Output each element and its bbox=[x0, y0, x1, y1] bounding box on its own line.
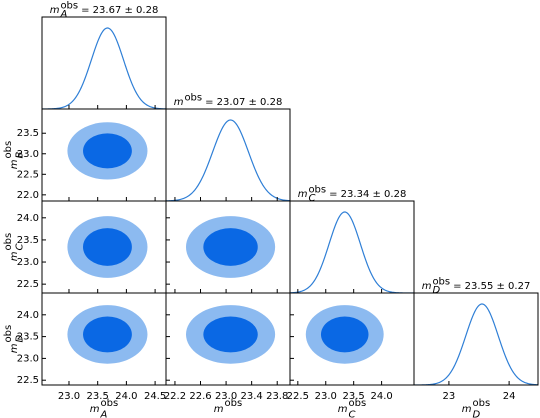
label-sub: D bbox=[473, 409, 481, 418]
y-tick-label: 24.0 bbox=[17, 310, 39, 321]
label-sub: A bbox=[100, 409, 108, 418]
contour-68 bbox=[203, 228, 258, 266]
label-sup: obs bbox=[3, 325, 14, 343]
label-sup: obs bbox=[349, 398, 367, 409]
panel bbox=[166, 119, 290, 201]
marginal-curve bbox=[290, 211, 414, 293]
y-tick-label: 23.0 bbox=[17, 149, 39, 160]
label-sub: D bbox=[14, 334, 25, 342]
stat-label: = 23.34 ± 0.28 bbox=[329, 189, 406, 200]
y-tick-label: 23.5 bbox=[17, 128, 39, 139]
label-base: m bbox=[338, 404, 348, 415]
marginal-curve bbox=[42, 27, 166, 109]
contour-68 bbox=[203, 316, 258, 353]
x-tick-label: 23.0 bbox=[315, 391, 337, 402]
panel-frame bbox=[41, 16, 167, 110]
x-tick-label: 23.4 bbox=[241, 391, 263, 402]
y-tick-label: 22.0 bbox=[17, 190, 39, 201]
x-tick-label: 24 bbox=[503, 391, 516, 402]
label-sup: obs bbox=[225, 398, 243, 409]
x-tick-label: 24.0 bbox=[115, 391, 137, 402]
panel bbox=[67, 305, 148, 364]
panel-frame bbox=[289, 200, 415, 294]
panel bbox=[290, 211, 414, 293]
marginal-curve bbox=[414, 303, 538, 385]
x-tick-label: 22.5 bbox=[287, 391, 309, 402]
contour-68 bbox=[320, 316, 369, 353]
label-sup: obs bbox=[184, 92, 202, 103]
panel bbox=[305, 305, 384, 364]
contour-68 bbox=[83, 316, 132, 353]
panel bbox=[67, 216, 148, 278]
stat-label: = 23.55 ± 0.27 bbox=[453, 281, 530, 292]
y-tick-label: 24.0 bbox=[17, 213, 39, 224]
label-sub: D bbox=[432, 285, 440, 296]
label-sup: obs bbox=[473, 398, 491, 409]
label-base: m bbox=[422, 281, 432, 292]
label-base: m bbox=[298, 189, 308, 200]
marginal-curve bbox=[166, 119, 290, 201]
label-base: m bbox=[462, 404, 472, 415]
label-base: m bbox=[50, 5, 60, 16]
label-base: m bbox=[174, 97, 184, 108]
stat-label: = 23.67 ± 0.28 bbox=[81, 5, 158, 16]
panel bbox=[67, 122, 148, 180]
label-sub: B bbox=[14, 151, 25, 158]
label-sup: obs bbox=[3, 141, 14, 159]
x-tick-label: 23.8 bbox=[266, 391, 288, 402]
x-tick-label: 24.5 bbox=[144, 391, 166, 402]
x-tick-label: 23.5 bbox=[343, 391, 365, 402]
label-base: m bbox=[214, 404, 224, 415]
y-tick-label: 22.5 bbox=[17, 169, 39, 180]
label-sup: obs bbox=[432, 276, 450, 287]
math-label: m obs = 23.07 ± 0.28 bbox=[174, 92, 283, 108]
panel-frame bbox=[413, 292, 539, 386]
label-sup: obs bbox=[3, 233, 14, 251]
y-tick-label: 22.5 bbox=[17, 279, 39, 290]
label-base: m bbox=[9, 159, 20, 169]
panel bbox=[414, 303, 538, 385]
label-sup: obs bbox=[101, 398, 119, 409]
x-tick-label: 22.6 bbox=[189, 391, 211, 402]
panel bbox=[42, 27, 166, 109]
label-base: m bbox=[9, 343, 20, 353]
x-tick-label: 23 bbox=[443, 391, 456, 402]
label-sup: obs bbox=[308, 184, 326, 195]
x-tick-label: 23.0 bbox=[215, 391, 237, 402]
x-tick-label: 22.2 bbox=[164, 391, 186, 402]
y-tick-label: 23.5 bbox=[17, 332, 39, 343]
label-base: m bbox=[90, 404, 100, 415]
label-base: m bbox=[9, 251, 20, 261]
x-tick-label: 23.0 bbox=[58, 391, 80, 402]
y-tick-label: 22.5 bbox=[17, 375, 39, 386]
y-tick-label: 23.0 bbox=[17, 353, 39, 364]
label-sub: A bbox=[59, 9, 67, 20]
contour-68 bbox=[83, 133, 132, 169]
panel-frame bbox=[165, 108, 291, 202]
panel bbox=[185, 305, 276, 364]
label-sub: C bbox=[349, 409, 356, 418]
x-tick-label: 24.0 bbox=[370, 391, 392, 402]
label-sub: C bbox=[308, 193, 315, 204]
contour-68 bbox=[83, 228, 132, 266]
x-tick-label: 23.5 bbox=[87, 391, 109, 402]
label-sub: C bbox=[14, 243, 25, 250]
y-tick-label: 23.0 bbox=[17, 257, 39, 268]
stat-label: = 23.07 ± 0.28 bbox=[205, 97, 282, 108]
y-tick-label: 23.5 bbox=[17, 235, 39, 246]
panel bbox=[185, 216, 276, 278]
label-sup: obs bbox=[60, 0, 78, 11]
